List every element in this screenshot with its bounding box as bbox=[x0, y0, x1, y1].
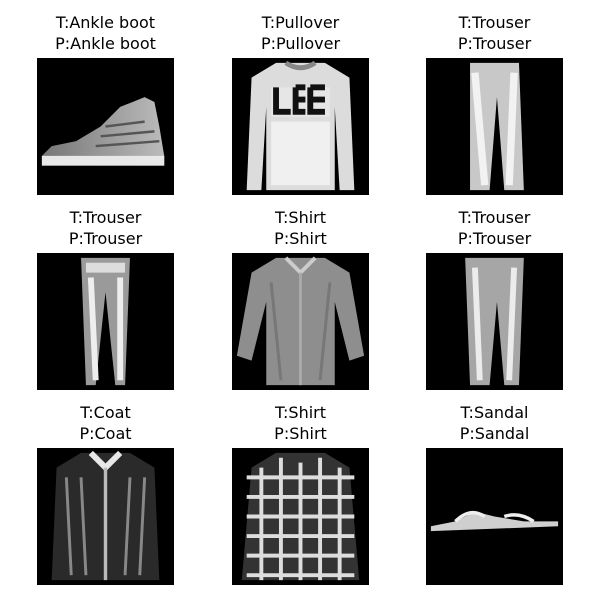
caption: T:Trouser P:Trouser bbox=[7, 207, 204, 249]
predicted-label: P:Ankle boot bbox=[55, 34, 156, 53]
caption: T:Sandal P:Sandal bbox=[396, 402, 593, 444]
true-label: T:Shirt bbox=[275, 208, 326, 227]
pullover-image bbox=[232, 58, 369, 195]
plaid-shirt-image bbox=[232, 448, 369, 585]
true-label: T:Trouser bbox=[458, 13, 531, 32]
true-label: T:Coat bbox=[80, 403, 131, 422]
coat-image bbox=[37, 448, 174, 585]
predicted-label: P:Trouser bbox=[68, 229, 143, 248]
caption: T:Trouser P:Trouser bbox=[396, 207, 593, 249]
predicted-label: P:Shirt bbox=[274, 229, 327, 248]
ankle-boot-image bbox=[37, 58, 174, 195]
predicted-label: P:Pullover bbox=[260, 34, 341, 53]
predicted-label: P:Trouser bbox=[457, 229, 532, 248]
trouser-image bbox=[426, 253, 563, 390]
predicted-label: P:Coat bbox=[79, 424, 132, 443]
true-label: T:Shirt bbox=[275, 403, 326, 422]
trouser-image bbox=[37, 253, 174, 390]
caption: T:Coat P:Coat bbox=[7, 402, 204, 444]
trouser-image bbox=[426, 58, 563, 195]
shirt-image bbox=[232, 253, 369, 390]
true-label: T:Sandal bbox=[460, 403, 529, 422]
predicted-label: P:Trouser bbox=[457, 34, 532, 53]
caption: T:Shirt P:Shirt bbox=[202, 402, 399, 444]
true-label: T:Trouser bbox=[69, 208, 142, 227]
sandal-image bbox=[426, 448, 563, 585]
true-label: T:Pullover bbox=[261, 13, 340, 32]
caption: T:Pullover P:Pullover bbox=[202, 12, 399, 54]
true-label: T:Trouser bbox=[458, 208, 531, 227]
caption: T:Ankle boot P:Ankle boot bbox=[7, 12, 204, 54]
predicted-label: P:Shirt bbox=[274, 424, 327, 443]
true-label: T:Ankle boot bbox=[55, 13, 156, 32]
caption: T:Shirt P:Shirt bbox=[202, 207, 399, 249]
predicted-label: P:Sandal bbox=[459, 424, 530, 443]
caption: T:Trouser P:Trouser bbox=[396, 12, 593, 54]
